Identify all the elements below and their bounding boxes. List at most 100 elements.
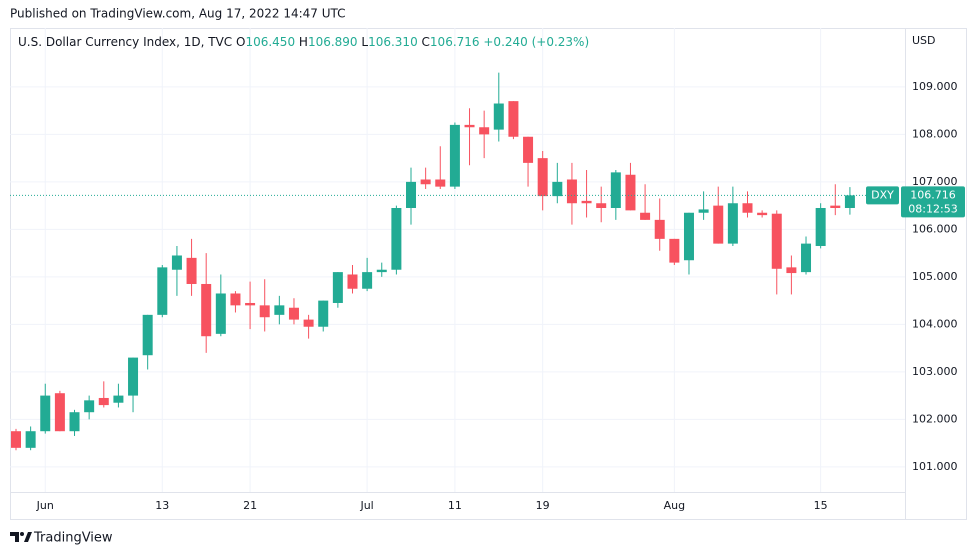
y-tick-label: 106.000 — [912, 222, 958, 235]
candle-body — [435, 179, 446, 187]
legend-change: +0.240 (+0.23%) — [483, 35, 589, 49]
legend-high: 106.890 — [308, 35, 358, 49]
candle-body — [464, 124, 475, 128]
legend-o: O — [236, 35, 245, 49]
candle-body — [186, 257, 197, 284]
candle-body — [142, 314, 153, 356]
y-tick-label: 107.000 — [912, 175, 958, 188]
logo — [20, 532, 24, 536]
candle-body — [230, 293, 241, 306]
candle-body — [171, 255, 182, 270]
legend-close: 106.716 — [430, 35, 480, 49]
candle-body — [493, 103, 504, 130]
symbol-badge — [866, 186, 899, 205]
candle-body — [245, 302, 256, 306]
brand-name: TradingView — [33, 531, 113, 546]
candle-body — [537, 158, 548, 197]
y-tick-label: 102.000 — [912, 412, 958, 425]
candle-body — [391, 207, 402, 270]
candle-body — [420, 179, 431, 185]
x-tick-label: Jul — [359, 499, 373, 512]
candle-body — [332, 272, 343, 303]
candle-body — [303, 319, 314, 327]
x-tick-label: 11 — [448, 499, 462, 512]
candle-body — [698, 209, 709, 213]
candle-body — [318, 300, 329, 327]
legend-title: U.S. Dollar Currency Index, 1D, TVC — [18, 35, 232, 49]
candle-body — [406, 181, 417, 208]
candle-body — [25, 431, 36, 448]
candle-body — [508, 101, 519, 137]
candle-body — [625, 174, 636, 211]
currency-label: USD — [912, 34, 936, 47]
y-tick-label: 105.000 — [912, 270, 958, 283]
y-tick-label: 104.000 — [912, 317, 958, 330]
candle-body — [347, 274, 358, 289]
legend-low: 106.310 — [368, 35, 418, 49]
brand: TradingView — [10, 531, 113, 546]
chart-frame — [10, 28, 967, 520]
candle-body — [201, 283, 212, 337]
symbol-label: DXY — [871, 188, 894, 201]
candle-body — [581, 200, 592, 204]
candle-body — [69, 412, 80, 432]
last-price-badge — [901, 186, 965, 218]
candle-body — [98, 397, 109, 406]
candle-body — [479, 127, 490, 135]
candle-body — [128, 357, 139, 396]
candle-body — [84, 400, 95, 413]
candle-body — [640, 212, 651, 220]
candle-body — [815, 207, 826, 246]
y-tick-label: 103.000 — [912, 365, 958, 378]
candle-body — [40, 395, 51, 432]
y-tick-label: 108.000 — [912, 127, 958, 140]
candle-body — [683, 212, 694, 261]
candle-body — [757, 212, 768, 216]
candle-body — [801, 243, 812, 273]
last-price-label: 106.716 — [910, 188, 956, 201]
x-tick-label: Jun — [36, 499, 54, 512]
legend-open: 106.450 — [245, 35, 295, 49]
candle-body — [566, 179, 577, 204]
candle-body — [449, 124, 460, 187]
candle-body — [669, 238, 680, 263]
candle-body — [259, 305, 270, 318]
logo — [24, 532, 32, 542]
candle-body — [830, 205, 841, 208]
candle-body — [288, 307, 299, 320]
y-tick-label: 101.000 — [912, 460, 958, 473]
x-tick-label: 19 — [536, 499, 550, 512]
candle-body — [771, 213, 782, 269]
x-tick-label: 15 — [814, 499, 828, 512]
logo — [10, 532, 19, 542]
published-note: Published on TradingView.com, Aug 17, 20… — [10, 7, 346, 21]
legend: U.S. Dollar Currency Index, 1D, TVC O106… — [18, 35, 589, 49]
legend-c: C — [422, 35, 430, 49]
candle-body — [610, 172, 621, 208]
candle-body — [844, 195, 855, 208]
candle-body — [274, 305, 285, 315]
x-tick-label: 13 — [155, 499, 169, 512]
x-tick-label: 21 — [243, 499, 257, 512]
candle-body — [596, 203, 607, 208]
x-tick-label: Aug — [664, 499, 685, 512]
candle-body — [11, 431, 21, 448]
legend-h: H — [299, 35, 308, 49]
candle-body — [552, 181, 563, 197]
candles — [11, 72, 855, 451]
candle-body — [713, 205, 724, 244]
candle-body — [742, 203, 753, 213]
y-tick-label: 109.000 — [912, 80, 958, 93]
legend-l: L — [361, 35, 368, 49]
candle-body — [654, 219, 665, 239]
candle-body — [54, 393, 65, 432]
candle-body — [727, 203, 738, 244]
candle-body — [113, 395, 124, 403]
candle-body — [157, 267, 168, 315]
candle-body — [362, 272, 373, 289]
candle-body — [523, 136, 534, 163]
candle-body — [376, 269, 387, 273]
countdown-label: 08:12:53 — [908, 202, 957, 215]
candle-body — [786, 267, 797, 274]
